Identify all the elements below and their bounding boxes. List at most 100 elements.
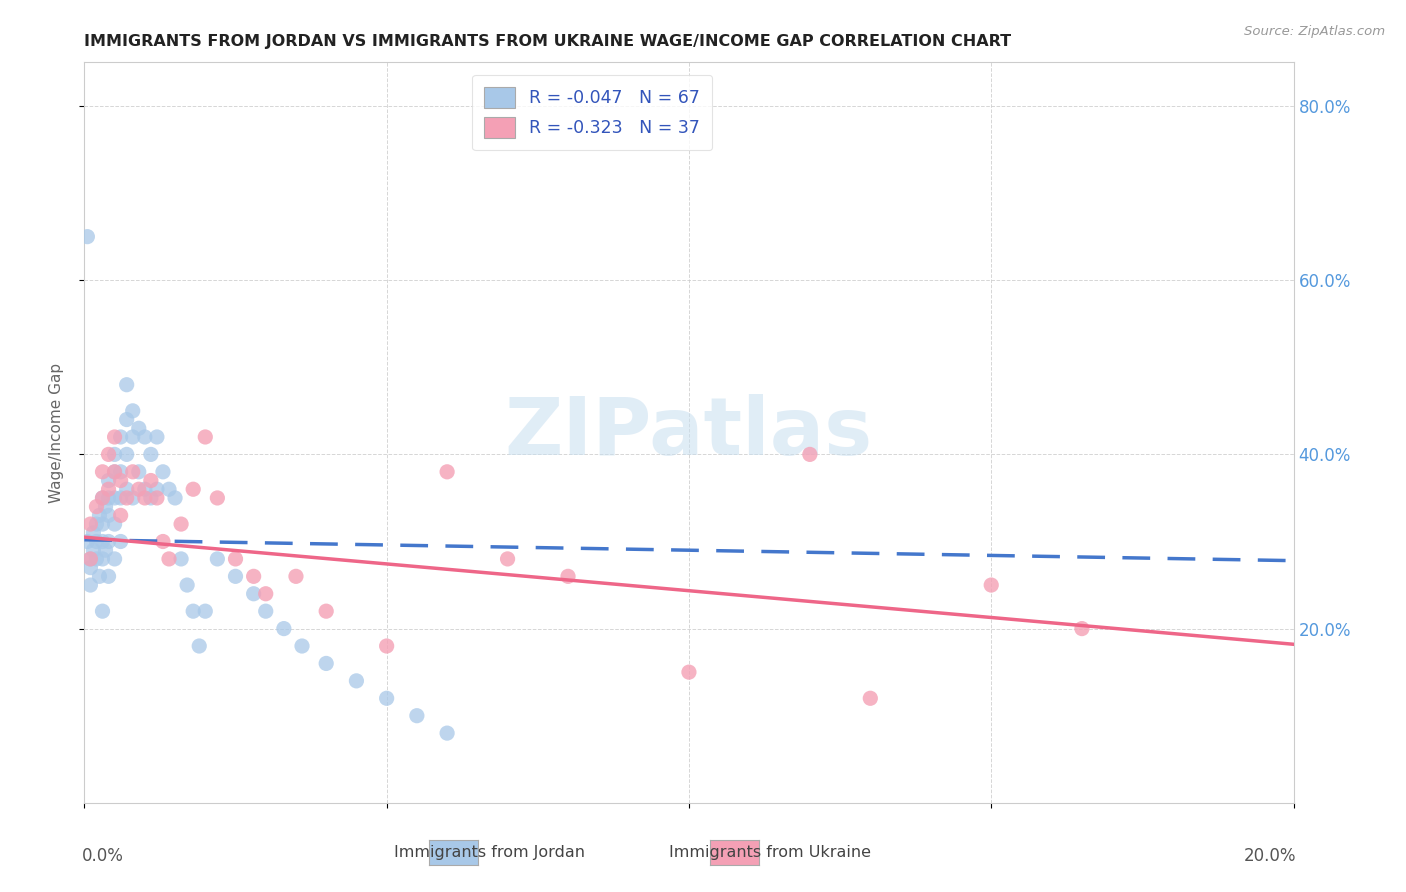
- Point: [110, 491, 132, 505]
- Point: [436, 726, 458, 740]
- Point: [315, 604, 337, 618]
- Point: [146, 430, 169, 444]
- Point: [97, 491, 120, 505]
- Point: [285, 569, 308, 583]
- Point: [315, 657, 337, 671]
- Point: [375, 691, 398, 706]
- Point: [110, 474, 132, 488]
- Point: [104, 517, 127, 532]
- Point: [291, 639, 314, 653]
- Point: [859, 691, 882, 706]
- Point: [980, 578, 1002, 592]
- Point: [97, 474, 120, 488]
- Point: [91, 552, 114, 566]
- Text: 20.0%: 20.0%: [1243, 847, 1296, 865]
- Text: Immigrants from Jordan: Immigrants from Jordan: [394, 846, 585, 860]
- Point: [152, 534, 174, 549]
- Point: [128, 465, 150, 479]
- Point: [104, 491, 127, 505]
- Point: [157, 552, 180, 566]
- Point: [346, 673, 368, 688]
- Point: [139, 447, 162, 461]
- Text: Source: ZipAtlas.com: Source: ZipAtlas.com: [1244, 25, 1385, 38]
- Point: [91, 534, 114, 549]
- Point: [134, 482, 156, 496]
- Point: [104, 430, 127, 444]
- Point: [97, 534, 120, 549]
- Point: [97, 569, 120, 583]
- Point: [97, 447, 120, 461]
- Point: [82, 525, 104, 540]
- Point: [104, 465, 127, 479]
- Point: [94, 543, 117, 558]
- Point: [110, 430, 132, 444]
- Text: IMMIGRANTS FROM JORDAN VS IMMIGRANTS FROM UKRAINE WAGE/INCOME GAP CORRELATION CH: IMMIGRANTS FROM JORDAN VS IMMIGRANTS FRO…: [84, 34, 1011, 49]
- Point: [128, 482, 150, 496]
- Point: [91, 517, 114, 532]
- Point: [207, 491, 229, 505]
- Point: [242, 587, 264, 601]
- Point: [86, 517, 108, 532]
- Point: [181, 482, 204, 496]
- Point: [79, 560, 101, 574]
- Point: [557, 569, 579, 583]
- Point: [194, 604, 217, 618]
- Point: [121, 430, 143, 444]
- Point: [104, 447, 127, 461]
- Point: [79, 517, 101, 532]
- Point: [79, 578, 101, 592]
- Point: [94, 500, 117, 514]
- Point: [104, 552, 127, 566]
- Point: [104, 465, 127, 479]
- Point: [181, 604, 204, 618]
- Point: [134, 430, 156, 444]
- Point: [91, 491, 114, 505]
- Point: [115, 482, 138, 496]
- Point: [115, 412, 138, 426]
- Text: Immigrants from Ukraine: Immigrants from Ukraine: [669, 846, 872, 860]
- Point: [134, 491, 156, 505]
- Point: [89, 569, 111, 583]
- Point: [121, 465, 143, 479]
- Point: [188, 639, 211, 653]
- Point: [86, 552, 108, 566]
- Y-axis label: Wage/Income Gap: Wage/Income Gap: [49, 362, 63, 503]
- Point: [436, 465, 458, 479]
- Point: [115, 377, 138, 392]
- Text: ZIPatlas: ZIPatlas: [505, 393, 873, 472]
- Point: [254, 587, 277, 601]
- Legend: R = -0.047   N = 67, R = -0.323   N = 37: R = -0.047 N = 67, R = -0.323 N = 37: [472, 75, 713, 150]
- Text: 0.0%: 0.0%: [82, 847, 124, 865]
- Point: [273, 622, 295, 636]
- Point: [146, 491, 169, 505]
- Point: [86, 534, 108, 549]
- Point: [242, 569, 264, 583]
- Point: [678, 665, 700, 680]
- Point: [91, 604, 114, 618]
- Point: [121, 404, 143, 418]
- Point: [225, 569, 247, 583]
- Point: [146, 482, 169, 496]
- Point: [110, 465, 132, 479]
- Point: [225, 552, 247, 566]
- Point: [82, 543, 104, 558]
- Point: [97, 482, 120, 496]
- Point: [79, 552, 101, 566]
- Point: [115, 447, 138, 461]
- Point: [86, 500, 108, 514]
- Point: [170, 552, 193, 566]
- Point: [176, 578, 198, 592]
- Point: [76, 534, 98, 549]
- Point: [157, 482, 180, 496]
- Point: [375, 639, 398, 653]
- Point: [79, 552, 101, 566]
- Point: [194, 430, 217, 444]
- Point: [207, 552, 229, 566]
- Point: [406, 708, 429, 723]
- Point: [254, 604, 277, 618]
- Point: [165, 491, 187, 505]
- Point: [110, 534, 132, 549]
- Point: [121, 491, 143, 505]
- Point: [496, 552, 519, 566]
- Point: [799, 447, 821, 461]
